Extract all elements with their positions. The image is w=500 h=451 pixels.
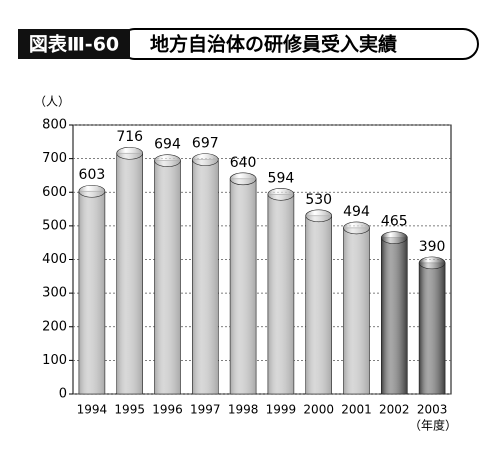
x-tick-label: 2002 [379, 403, 410, 417]
x-tick-label: 1997 [190, 403, 221, 417]
y-tick-label: 800 [42, 118, 67, 133]
x-unit: （年度） [409, 418, 457, 433]
figure-label: 図表Ⅲ-60 [29, 33, 119, 56]
x-tick-label: 1995 [114, 403, 145, 417]
x-tick-label: 1998 [228, 403, 259, 417]
bar-cap [192, 153, 219, 166]
bar [267, 193, 295, 395]
bar-cap [380, 231, 408, 244]
y-tick-label: 100 [42, 353, 67, 368]
bar-cap [154, 154, 181, 167]
value-label: 530 [305, 192, 332, 208]
value-label: 603 [79, 167, 106, 183]
y-tick-label: 600 [42, 185, 67, 200]
y-tick-label: 500 [42, 218, 67, 233]
x-tick-label: 1999 [266, 403, 297, 417]
x-tick-label: 2001 [341, 403, 372, 417]
bar [229, 178, 257, 395]
bar-cap [305, 209, 333, 223]
x-tick-label: 2000 [303, 403, 334, 417]
y-tick-label: 400 [42, 252, 67, 267]
figure-label-box [18, 29, 130, 59]
bar-cap [229, 172, 257, 186]
value-label: 640 [230, 155, 257, 171]
bar [305, 215, 333, 395]
chart-title: 地方自治体の研修員受入実績 [150, 33, 397, 56]
y-tick-label: 200 [42, 319, 67, 334]
bar [154, 160, 181, 395]
bar-cap [78, 184, 106, 198]
value-label: 697 [192, 136, 219, 152]
y-tick-label: 0 [59, 387, 67, 402]
bar [418, 262, 446, 395]
y-tick-label: 300 [42, 286, 67, 301]
x-tick-label: 1994 [77, 403, 108, 417]
x-tick-label: 2003 [417, 403, 448, 417]
value-label: 465 [381, 214, 408, 230]
bar-cap [418, 256, 446, 270]
bar [116, 152, 143, 395]
value-label: 390 [419, 239, 446, 255]
bar-cap [267, 187, 295, 201]
bar [192, 159, 219, 395]
bar-cap [116, 146, 143, 160]
value-label: 494 [343, 204, 370, 220]
bar [380, 237, 408, 395]
bar [78, 190, 106, 395]
bar [343, 227, 370, 395]
value-label: 716 [116, 129, 143, 145]
x-tick-label: 1996 [152, 403, 183, 417]
value-label: 594 [268, 170, 295, 186]
value-label: 694 [154, 137, 181, 153]
bar-cap [343, 221, 370, 235]
y-unit: （人） [34, 95, 70, 109]
y-tick-label: 700 [42, 151, 67, 166]
